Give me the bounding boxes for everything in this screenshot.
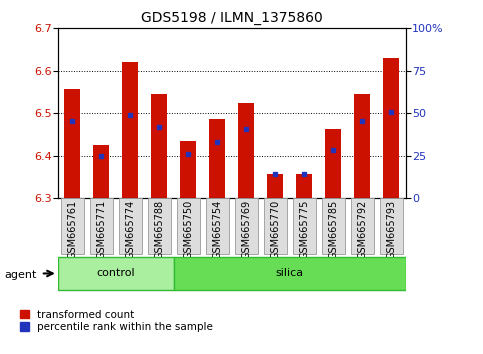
Text: GSM665788: GSM665788 bbox=[155, 200, 164, 259]
Bar bbox=[383, 58, 399, 198]
Text: agent: agent bbox=[5, 270, 37, 280]
Text: silica: silica bbox=[276, 268, 304, 279]
FancyBboxPatch shape bbox=[119, 198, 142, 254]
Text: GSM665770: GSM665770 bbox=[270, 200, 280, 259]
Bar bbox=[65, 88, 80, 198]
Bar bbox=[354, 94, 370, 198]
FancyBboxPatch shape bbox=[264, 198, 287, 254]
Bar bbox=[268, 173, 283, 198]
Text: GSM665771: GSM665771 bbox=[97, 200, 106, 259]
FancyBboxPatch shape bbox=[206, 198, 229, 254]
FancyBboxPatch shape bbox=[148, 198, 171, 254]
Text: GSM665761: GSM665761 bbox=[68, 200, 77, 259]
FancyBboxPatch shape bbox=[235, 198, 258, 254]
Bar bbox=[210, 119, 225, 198]
FancyBboxPatch shape bbox=[174, 257, 406, 290]
Text: GSM665775: GSM665775 bbox=[299, 200, 309, 259]
Text: GSM665750: GSM665750 bbox=[184, 200, 193, 259]
FancyBboxPatch shape bbox=[61, 198, 84, 254]
Text: GSM665774: GSM665774 bbox=[126, 200, 135, 259]
Bar bbox=[94, 145, 109, 198]
FancyBboxPatch shape bbox=[58, 257, 174, 290]
FancyBboxPatch shape bbox=[380, 198, 403, 254]
Bar bbox=[152, 94, 168, 198]
FancyBboxPatch shape bbox=[177, 198, 200, 254]
Text: GSM665769: GSM665769 bbox=[242, 200, 251, 259]
Text: GSM665793: GSM665793 bbox=[386, 200, 396, 259]
Bar bbox=[123, 62, 139, 198]
FancyBboxPatch shape bbox=[293, 198, 316, 254]
Bar bbox=[181, 141, 196, 198]
Bar bbox=[239, 103, 255, 198]
Text: control: control bbox=[97, 268, 135, 279]
FancyBboxPatch shape bbox=[351, 198, 374, 254]
FancyBboxPatch shape bbox=[322, 198, 345, 254]
Text: GSM665792: GSM665792 bbox=[357, 200, 367, 259]
Legend: transformed count, percentile rank within the sample: transformed count, percentile rank withi… bbox=[20, 310, 213, 332]
Text: GSM665785: GSM665785 bbox=[328, 200, 338, 259]
Bar bbox=[325, 129, 341, 198]
FancyBboxPatch shape bbox=[90, 198, 113, 254]
Title: GDS5198 / ILMN_1375860: GDS5198 / ILMN_1375860 bbox=[141, 11, 323, 24]
Bar bbox=[297, 173, 313, 198]
Text: GSM665754: GSM665754 bbox=[213, 200, 222, 259]
